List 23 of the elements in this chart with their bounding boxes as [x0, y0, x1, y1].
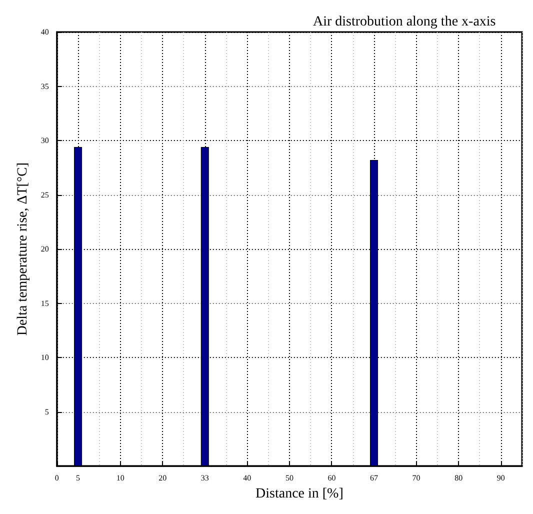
x-tick-label: 33 [200, 474, 209, 483]
chart-title: Air distrobution along the x-axis [313, 14, 496, 30]
y-tick-label: 40 [40, 28, 49, 36]
y-tick-label: 15 [40, 298, 49, 308]
y-tick-label: 20 [40, 244, 49, 254]
x-tick-label: 70 [412, 474, 420, 483]
y-tick-label: 25 [40, 190, 49, 200]
x-tick-label: 80 [454, 474, 463, 483]
x-tick-label: 60 [328, 474, 336, 483]
x-tick-label: 90 [496, 474, 505, 483]
y-tick-label: 30 [40, 136, 49, 146]
x-tick-label: 20 [158, 474, 167, 483]
x-tick-label: 50 [285, 474, 294, 483]
y-tick-label: 10 [40, 353, 49, 362]
x-axis-title: Distance in [%] [256, 486, 344, 502]
y-axis-title: Delta temperature rise, ΔT[°C] [16, 162, 30, 336]
y-tick-label: 5 [44, 407, 49, 416]
x-tick-label: 40 [243, 474, 252, 483]
x-tick-label: 0 [54, 474, 59, 483]
x-tick-label: 5 [76, 474, 80, 483]
y-tick-label: 35 [40, 82, 49, 91]
x-tick-label: 67 [370, 474, 378, 483]
x-tick-label: 10 [116, 474, 124, 483]
